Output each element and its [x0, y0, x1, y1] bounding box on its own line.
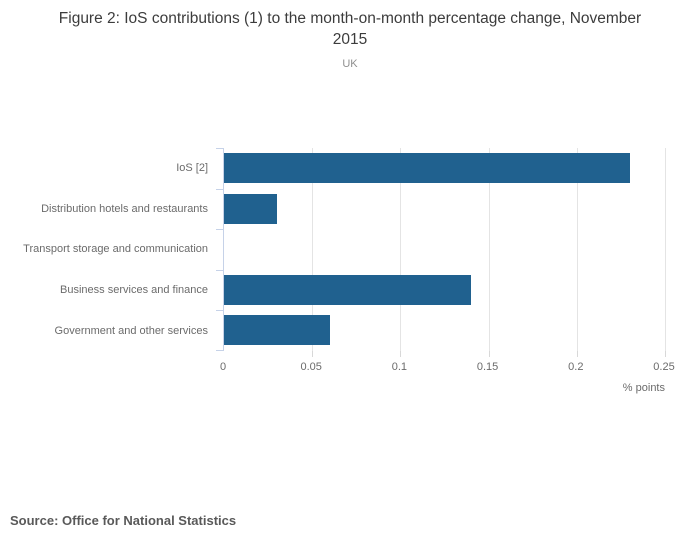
- bar-row: [224, 229, 665, 270]
- y-axis-tick-mark: [216, 229, 224, 231]
- bar-row: [224, 270, 665, 311]
- x-axis-tick-mark: [576, 351, 578, 357]
- x-axis-tick-labels: 0 0.05 0.1 0.15 0.2 0.25: [219, 361, 675, 375]
- x-axis-tick-mark: [400, 351, 402, 357]
- gridline: [312, 148, 314, 351]
- category-label: Government and other services: [54, 324, 208, 337]
- chart-subtitle: UK: [342, 58, 358, 70]
- bar: [224, 315, 330, 346]
- y-axis-tick-mark: [216, 310, 224, 312]
- x-axis-tick-mark: [488, 351, 490, 357]
- x-axis-label: % points: [622, 382, 665, 394]
- chart-title: Figure 2: IoS contributions (1) to the m…: [58, 10, 642, 48]
- x-axis-tick-mark: [312, 351, 314, 357]
- y-axis-tick-mark: [216, 148, 224, 149]
- y-axis-tick-mark: [216, 188, 224, 190]
- category-label: Transport storage and communication: [23, 243, 208, 256]
- bar-row: [224, 148, 665, 189]
- bar-row: [224, 189, 665, 230]
- x-axis-tick-label: 0: [219, 361, 227, 373]
- category-label: Business services and finance: [60, 284, 208, 297]
- x-axis-tick-label: 0.1: [391, 361, 408, 373]
- gridline: [576, 148, 578, 351]
- plot-area: [216, 148, 666, 357]
- y-axis-tick-mark: [216, 269, 224, 271]
- x-axis-tick-mark: [665, 351, 666, 357]
- category-label: IoS [2]: [176, 162, 208, 175]
- category-axis-labels: IoS [2] Distribution hotels and restauran…: [0, 148, 208, 351]
- gridline: [665, 148, 666, 351]
- x-axis-tick-label: 0.25: [653, 361, 675, 373]
- category-label: Distribution hotels and restaurants: [41, 202, 208, 215]
- x-axis-tick-label: 0.2: [568, 361, 584, 373]
- bar: [224, 274, 471, 305]
- x-axis-tick-label: 0.05: [300, 361, 322, 373]
- gridline: [488, 148, 490, 351]
- bar: [224, 193, 277, 224]
- bar: [224, 153, 630, 183]
- x-axis-tick-label: 0.15: [476, 361, 499, 373]
- source-note: Source: Office for National Statistics: [10, 513, 237, 528]
- bar-row: [224, 310, 665, 351]
- gridline: [400, 148, 402, 351]
- y-axis-tick-mark: [216, 350, 224, 351]
